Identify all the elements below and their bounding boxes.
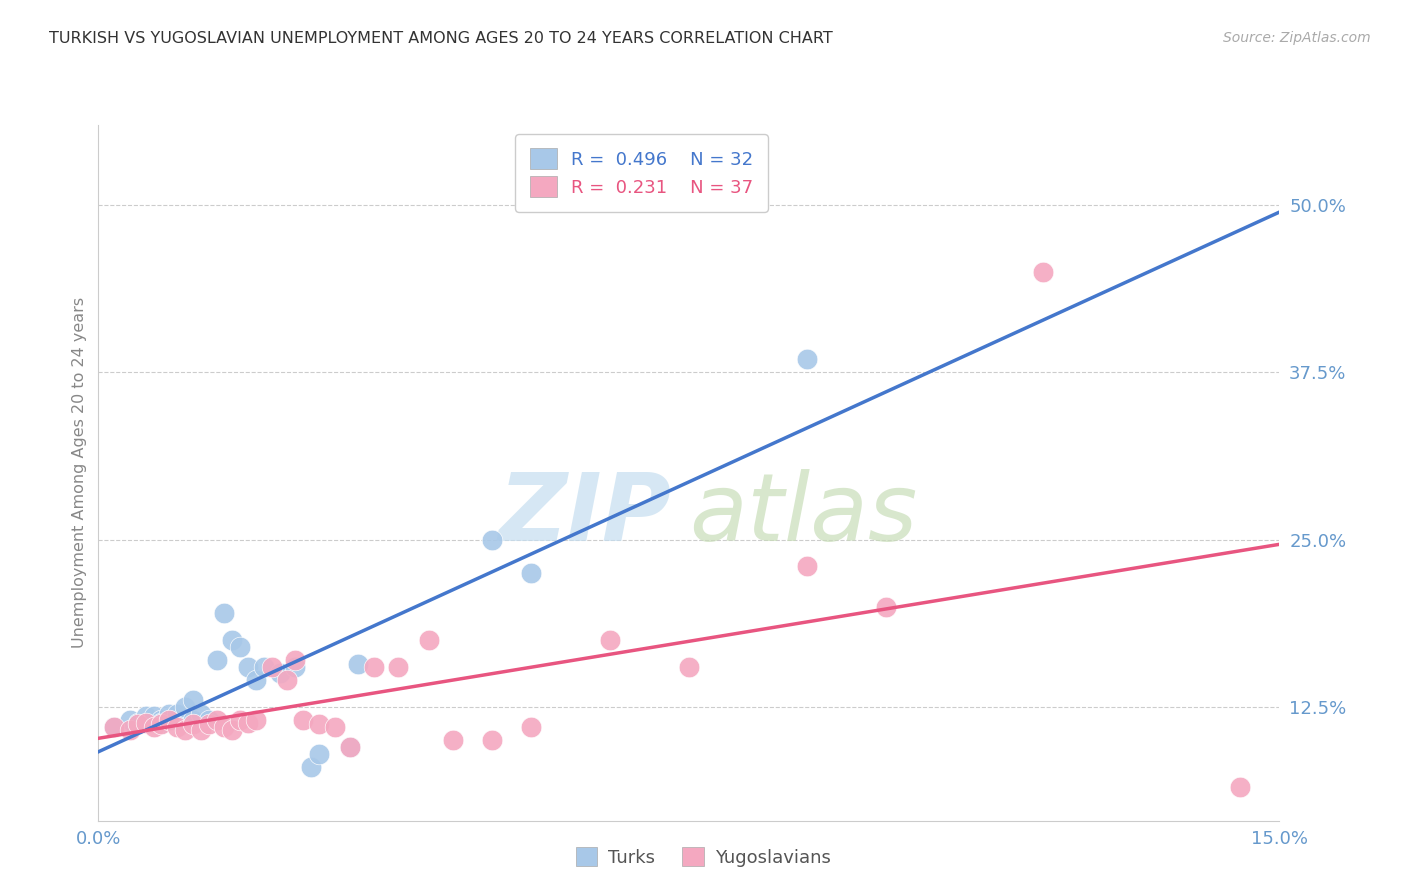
Point: [135, 715, 157, 730]
Point: [339, 740, 361, 755]
Point: [245, 673, 267, 688]
Point: [150, 715, 173, 730]
Point: [221, 633, 243, 648]
Point: [284, 653, 307, 667]
Point: [118, 714, 141, 728]
Point: [205, 714, 228, 728]
Point: [214, 607, 236, 621]
Point: [260, 660, 283, 674]
Point: [481, 533, 503, 547]
Point: [229, 640, 252, 654]
Point: [221, 723, 243, 737]
Point: [418, 633, 440, 648]
Point: [363, 660, 385, 674]
Text: TURKISH VS YUGOSLAVIAN UNEMPLOYMENT AMONG AGES 20 TO 24 YEARS CORRELATION CHART: TURKISH VS YUGOSLAVIAN UNEMPLOYMENT AMON…: [49, 31, 832, 46]
Point: [236, 715, 259, 730]
Legend: Turks, Yugoslavians: Turks, Yugoslavians: [568, 840, 838, 874]
Point: [520, 720, 543, 734]
Point: [1229, 780, 1251, 795]
Point: [142, 709, 165, 723]
Point: [299, 760, 322, 774]
Point: [181, 714, 204, 728]
Point: [197, 714, 219, 728]
Point: [157, 714, 180, 728]
Point: [181, 717, 204, 731]
Point: [1032, 265, 1054, 279]
Point: [323, 720, 346, 734]
Point: [387, 660, 409, 674]
Point: [276, 673, 298, 688]
Point: [245, 714, 267, 728]
Point: [214, 720, 236, 734]
Point: [118, 723, 141, 737]
Point: [174, 723, 197, 737]
Point: [190, 723, 212, 737]
Point: [678, 660, 700, 674]
Point: [796, 559, 818, 574]
Point: [166, 720, 188, 734]
Point: [308, 747, 330, 761]
Text: Source: ZipAtlas.com: Source: ZipAtlas.com: [1223, 31, 1371, 45]
Point: [157, 706, 180, 721]
Point: [150, 717, 173, 731]
Point: [284, 660, 307, 674]
Text: ZIP: ZIP: [498, 468, 671, 560]
Point: [157, 714, 180, 728]
Point: [127, 715, 149, 730]
Point: [166, 706, 188, 721]
Point: [308, 717, 330, 731]
Point: [103, 720, 125, 734]
Point: [190, 706, 212, 721]
Point: [142, 720, 165, 734]
Y-axis label: Unemployment Among Ages 20 to 24 years: Unemployment Among Ages 20 to 24 years: [72, 297, 87, 648]
Point: [150, 714, 173, 728]
Point: [292, 714, 315, 728]
Point: [520, 566, 543, 581]
Point: [127, 717, 149, 731]
Point: [599, 633, 621, 648]
Point: [166, 714, 188, 728]
Legend: R =  0.496    N = 32, R =  0.231    N = 37: R = 0.496 N = 32, R = 0.231 N = 37: [516, 134, 768, 211]
Point: [269, 666, 291, 681]
Point: [441, 733, 464, 747]
Point: [253, 660, 276, 674]
Point: [339, 740, 361, 755]
Text: atlas: atlas: [689, 469, 917, 560]
Point: [205, 653, 228, 667]
Point: [481, 733, 503, 747]
Point: [796, 352, 818, 367]
Point: [181, 693, 204, 707]
Point: [229, 714, 252, 728]
Point: [875, 599, 897, 614]
Point: [197, 717, 219, 731]
Point: [103, 720, 125, 734]
Point: [174, 699, 197, 714]
Point: [347, 657, 370, 672]
Point: [236, 660, 259, 674]
Point: [135, 709, 157, 723]
